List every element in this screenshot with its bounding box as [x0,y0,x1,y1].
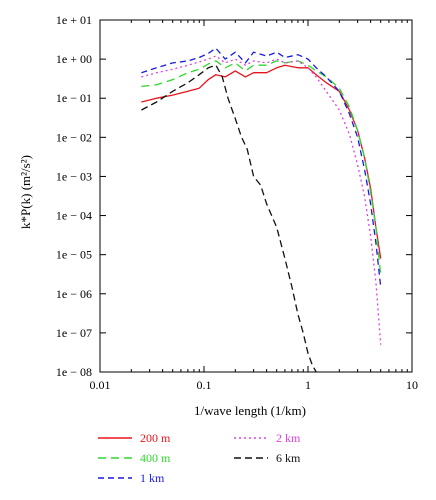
x-tick-label: 0.01 [90,378,111,392]
y-tick-label: 1e − 02 [56,130,92,144]
plot-border [99,19,413,373]
legend-label: 6 km [276,451,301,465]
legend: 200 m 400 m 1 km 2 km 6 km [98,431,301,485]
legend-label: 200 m [140,431,171,445]
axis-ticks: 0.01 0.1 1 10 1e + 01 1e + 00 1e − 01 1e − 02 1e… [56,13,418,392]
y-tick-label: 1e − 04 [56,209,92,223]
y-tick-label: 1e + 00 [56,52,92,66]
y-tick-label: 1e + 01 [56,13,92,27]
series-line-2-km [141,55,382,345]
y-tick-label: 1e − 06 [56,287,92,301]
y-tick-label: 1e − 01 [56,91,92,105]
x-tick-label: 1 [305,378,311,392]
x-axis-label: 1/wave length (1/km) [194,403,306,418]
legend-label: 2 km [276,431,301,445]
y-tick-label: 1e − 07 [56,326,92,340]
y-tick-label: 1e − 05 [56,248,92,262]
series-line-1-km [141,47,382,287]
y-axis-label: k*P(k) (m²/s²) [18,155,33,229]
series-line-200-m [141,64,382,259]
y-tick-label: 1e − 08 [56,365,92,379]
legend-label: 400 m [140,451,171,465]
y-tick-label: 1e − 03 [56,169,92,183]
series-layer [141,47,382,373]
series-line-400-m [141,60,382,276]
x-tick-label: 0.1 [197,378,212,392]
legend-label: 1 km [140,471,165,485]
series-line-6-km [141,64,317,373]
x-tick-label: 10 [406,378,418,392]
plot-frame [99,19,413,373]
